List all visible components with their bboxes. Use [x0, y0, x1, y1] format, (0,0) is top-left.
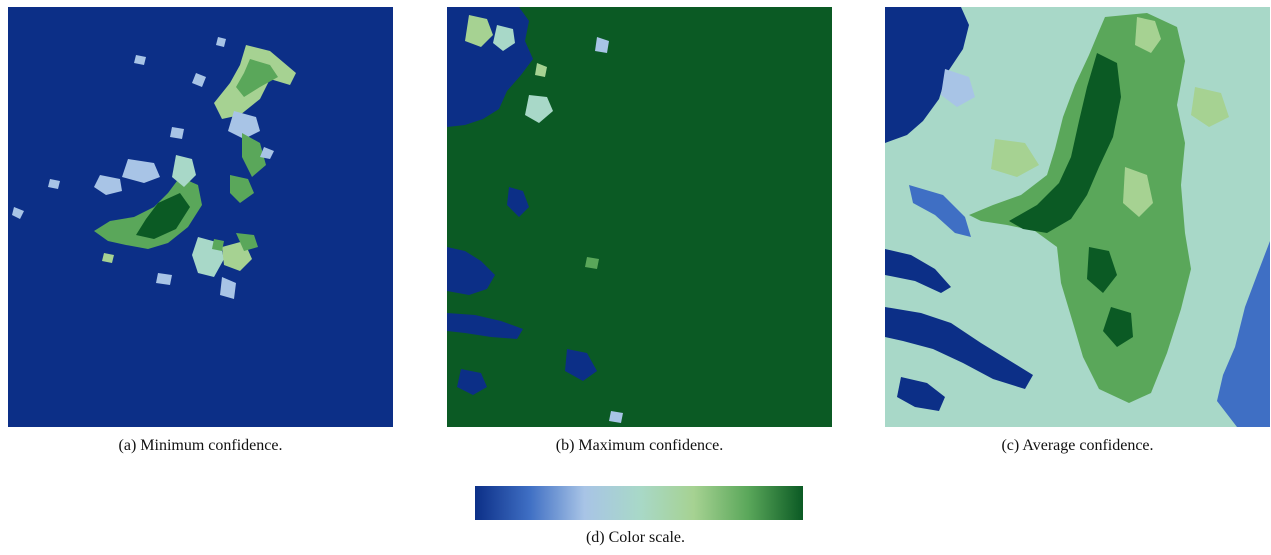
confidence-region — [1009, 53, 1121, 233]
confidence-region — [216, 37, 226, 47]
confidence-region — [1217, 241, 1270, 427]
confidence-region — [236, 233, 258, 251]
confidence-region — [991, 139, 1039, 177]
confidence-region — [565, 349, 597, 381]
confidence-region — [102, 253, 114, 263]
confidence-region — [585, 257, 599, 269]
confidence-region — [212, 239, 224, 251]
caption-minimum-confidence: (a) Minimum confidence. — [118, 437, 283, 454]
confidence-region — [525, 95, 553, 123]
confidence-region — [1191, 87, 1229, 127]
confidence-region — [260, 147, 274, 159]
average-confidence-map — [885, 7, 1270, 427]
caption-average-confidence: (c) Average confidence. — [1001, 437, 1154, 454]
maximum-confidence-map — [447, 7, 832, 427]
confidence-region — [94, 175, 122, 195]
caption-color-scale: (d) Color scale. — [585, 529, 686, 546]
confidence-region — [242, 133, 266, 177]
confidence-region — [134, 55, 146, 65]
minimum-confidence-heatmap — [8, 7, 393, 427]
confidence-region — [493, 25, 515, 51]
confidence-region — [885, 249, 951, 293]
caption-maximum-confidence: (b) Maximum confidence. — [555, 437, 724, 454]
confidence-region — [1135, 17, 1161, 53]
confidence-region — [192, 73, 206, 87]
confidence-region — [1123, 167, 1153, 217]
confidence-region — [465, 15, 493, 47]
confidence-region — [172, 155, 196, 187]
confidence-region — [1103, 307, 1133, 347]
confidence-region — [1087, 247, 1117, 293]
confidence-region — [94, 177, 202, 249]
confidence-region — [969, 13, 1191, 403]
confidence-region — [12, 207, 24, 219]
confidence-region — [122, 159, 160, 183]
confidence-region — [941, 69, 975, 107]
confidence-region — [897, 377, 945, 411]
confidence-region — [230, 175, 254, 203]
minimum-confidence-map — [8, 7, 393, 427]
confidence-region — [236, 59, 278, 97]
confidence-region — [228, 111, 260, 139]
confidence-region — [447, 247, 495, 295]
confidence-region — [136, 193, 190, 239]
confidence-region — [457, 369, 487, 395]
confidence-region — [535, 63, 547, 77]
confidence-region — [507, 187, 529, 217]
average-confidence-heatmap — [885, 7, 1270, 427]
map-background — [8, 7, 393, 427]
confidence-region — [48, 179, 60, 189]
confidence-region — [220, 277, 236, 299]
confidence-region — [447, 313, 523, 339]
confidence-region — [595, 37, 609, 53]
color-scale-bar — [475, 486, 803, 520]
maximum-confidence-heatmap — [447, 7, 832, 427]
confidence-region — [609, 411, 623, 423]
confidence-region — [885, 7, 969, 143]
confidence-region — [909, 185, 971, 237]
confidence-region — [170, 127, 184, 139]
confidence-region — [156, 273, 172, 285]
confidence-region — [885, 307, 1033, 389]
